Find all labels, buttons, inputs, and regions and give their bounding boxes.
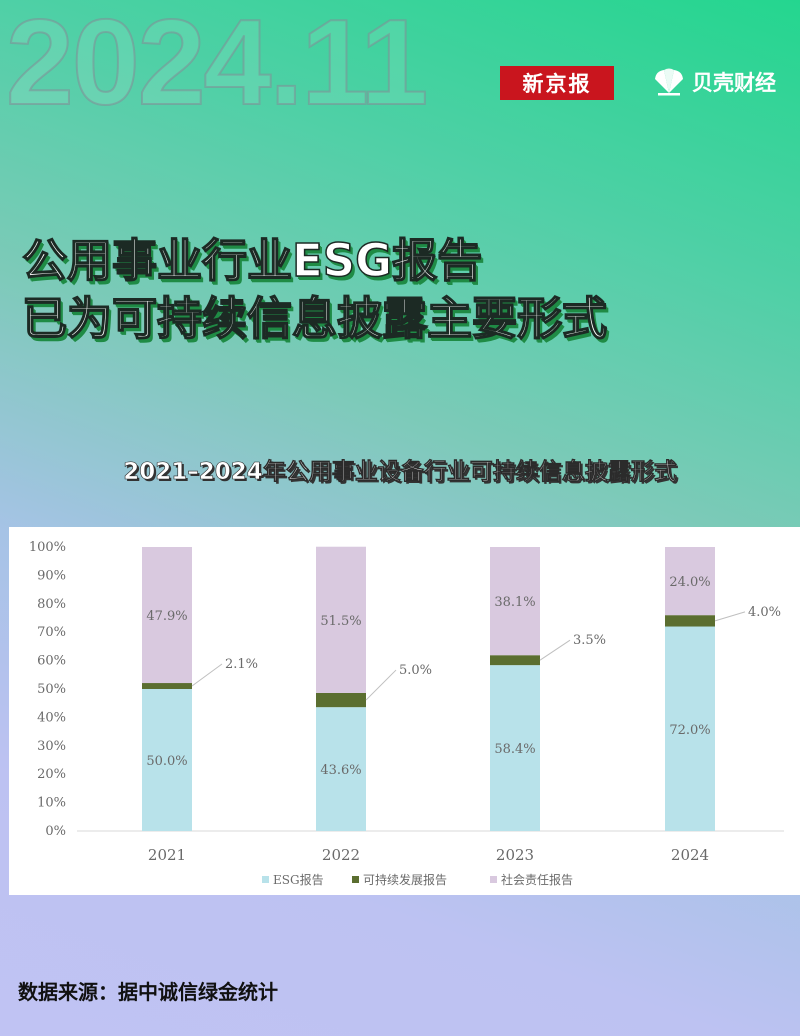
data-label: 47.9%	[146, 609, 187, 624]
data-label: 72.0%	[669, 723, 710, 738]
bar-1-2022	[316, 692, 366, 708]
data-label: 43.6%	[320, 763, 361, 778]
y-tick-label: 90%	[37, 568, 66, 583]
y-tick-label: 30%	[37, 739, 66, 754]
bar-0-2024	[665, 626, 715, 831]
leader-line	[191, 663, 223, 687]
data-label: 4.0%	[748, 605, 781, 620]
bar-1-2024	[665, 615, 715, 627]
chart-panel: 0% 10% 20% 30% 40% 50% 60% 70% 80% 90% 100% 50.0% 2.…	[9, 527, 800, 895]
data-label: 24.0%	[669, 575, 710, 590]
x-tick-label: 2023	[496, 846, 534, 864]
headline-line-1: 公用事业行业ESG报告	[21, 233, 483, 288]
legend-swatch	[490, 876, 497, 883]
data-label: 2.1%	[225, 657, 258, 672]
y-tick-label: 100%	[29, 540, 66, 555]
bar-1-2021	[142, 683, 192, 689]
y-tick-label: 0%	[45, 824, 66, 839]
data-label: 50.0%	[146, 754, 187, 769]
bar-2-2024	[665, 547, 715, 616]
leader-line	[365, 669, 397, 701]
beike-caijing-text: 贝壳财经	[692, 71, 776, 95]
bar-2-2022	[316, 546, 366, 693]
chart-title: 2021–2024年公用事业设备行业可持续信息披露形式	[123, 459, 677, 486]
bar-1-2023	[490, 655, 540, 666]
legend-label: 社会责任报告	[501, 872, 573, 887]
data-label: 51.5%	[320, 614, 361, 629]
leader-line	[539, 639, 571, 661]
y-tick-label: 60%	[37, 654, 66, 669]
y-tick-label: 80%	[37, 597, 66, 612]
data-label: 58.4%	[494, 742, 535, 757]
data-label: 38.1%	[494, 595, 535, 610]
bar-2-2023	[490, 547, 540, 656]
issue-date-watermark: 2024.11	[5, 0, 429, 131]
legend-swatch	[352, 876, 359, 883]
y-tick-label: 50%	[37, 682, 66, 697]
legend-swatch	[262, 876, 269, 883]
bar-0-2021	[142, 689, 192, 831]
y-tick-label: 40%	[37, 710, 66, 725]
bar-0-2023	[490, 665, 540, 831]
x-tick-label: 2024	[671, 846, 709, 864]
headline-line-2: 已为可持续信息披露主要形式	[21, 291, 608, 346]
leader-line	[714, 611, 746, 622]
y-tick-label: 20%	[37, 767, 66, 782]
xinjingbao-logo: 新京报	[500, 66, 614, 100]
bar-2-2021	[142, 547, 192, 684]
data-label: 3.5%	[573, 633, 606, 648]
shell-icon	[655, 68, 683, 96]
bar-0-2022	[316, 707, 366, 831]
legend-label: 可持续发展报告	[363, 872, 447, 887]
y-tick-label: 70%	[37, 625, 66, 640]
data-label: 5.0%	[399, 663, 432, 678]
stacked-bar-chart: 0% 10% 20% 30% 40% 50% 60% 70% 80% 90% 100% 50.0% 2.…	[29, 540, 784, 887]
y-tick-label: 10%	[37, 796, 66, 811]
data-source: 数据来源：据中诚信绿金统计	[18, 980, 278, 1004]
headline: 公用事业行业ESG报告 已为可持续信息披露主要形式	[21, 232, 608, 348]
x-tick-label: 2022	[322, 846, 360, 864]
beike-caijing-logo: 贝壳财经	[652, 64, 776, 100]
legend-label: ESG报告	[273, 872, 324, 887]
x-tick-label: 2021	[148, 846, 186, 864]
